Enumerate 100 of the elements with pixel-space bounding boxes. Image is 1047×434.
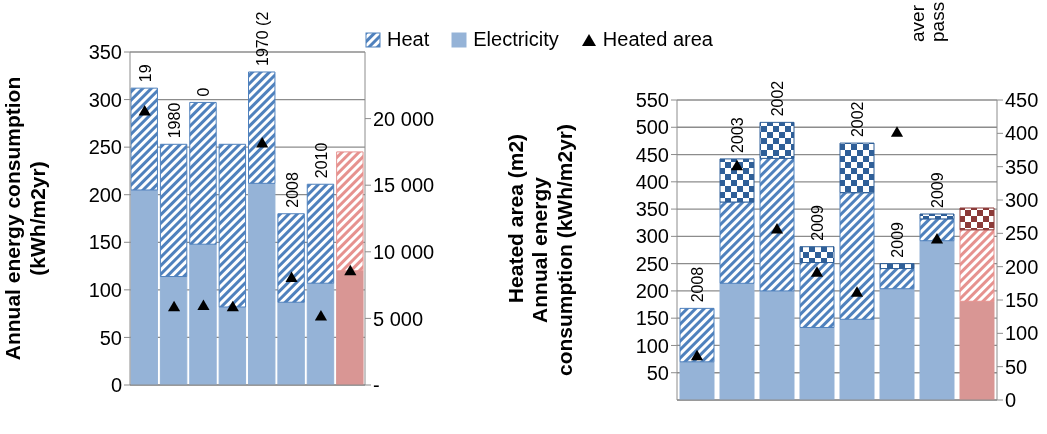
point <box>690 349 704 361</box>
y-tick-label: 350 <box>635 198 669 221</box>
x-tick-label: 2003 <box>729 117 746 153</box>
bar <box>759 157 795 292</box>
text: pass <box>927 1 949 42</box>
text: aver <box>907 5 929 42</box>
bar <box>839 192 875 320</box>
legend-label: Heated area <box>602 28 713 51</box>
y2-tick-label: 200 <box>1005 255 1039 278</box>
bar <box>959 300 995 400</box>
y2-tick-label: 400 <box>1005 122 1039 145</box>
bar <box>248 71 276 184</box>
y2-tick-label: 5 000 <box>373 307 424 330</box>
y2-tick-label: 250 <box>1005 222 1039 245</box>
y-tick-label: 150 <box>88 231 122 254</box>
y2-tick-label: 20 000 <box>373 107 435 130</box>
y-tick-label: 550 <box>635 89 669 112</box>
y-tick-label: 300 <box>88 88 122 111</box>
y2-tick-label: 50 <box>1005 355 1028 378</box>
point <box>285 271 298 282</box>
y-tick-label: 300 <box>635 225 669 248</box>
bar <box>879 288 915 400</box>
y2-tick-label: - <box>373 374 380 397</box>
y-tick-label: 100 <box>88 278 122 301</box>
bar <box>919 213 955 220</box>
point <box>226 300 239 312</box>
legend-label: Heat <box>387 28 430 51</box>
bar <box>277 213 305 303</box>
y-tick-label: 200 <box>88 183 122 206</box>
x-tick-label: 2008 <box>689 266 706 303</box>
point <box>930 232 944 244</box>
bar <box>919 240 955 400</box>
bar <box>159 143 188 278</box>
bar <box>306 183 335 284</box>
bar <box>879 263 915 270</box>
bar <box>336 270 364 385</box>
y-tick-label: 50 <box>99 326 122 349</box>
point <box>730 159 744 171</box>
y-axis-title: Annual energy consumption (kWh/m2yr) <box>1 76 49 361</box>
bar <box>759 121 795 159</box>
y2-tick-label: 150 <box>1005 289 1039 312</box>
bar <box>839 318 875 400</box>
bar <box>719 282 755 400</box>
y2-tick-label: 15 000 <box>373 174 435 197</box>
bar <box>959 229 995 302</box>
bar <box>130 189 158 385</box>
point <box>890 126 904 137</box>
bar <box>719 201 755 284</box>
x-tick-label: 2009 <box>809 205 826 241</box>
x-tick-label: 2002 <box>849 101 866 138</box>
x-tick-label: 1980 <box>166 102 184 139</box>
y2-tick-label: 100 <box>1005 322 1039 345</box>
y2-tick-label: 10 000 <box>373 240 435 263</box>
y2-tick-label: 450 <box>1005 89 1039 112</box>
point <box>850 286 864 297</box>
bar <box>799 246 835 264</box>
point <box>167 300 181 312</box>
y-tick-label: 0 <box>110 374 122 397</box>
y-tick-label: 150 <box>635 307 669 330</box>
y-tick-label: 500 <box>635 116 669 139</box>
bar <box>759 290 795 400</box>
bar <box>799 326 835 400</box>
point <box>344 264 357 276</box>
bar <box>839 142 875 194</box>
x-tick-label: 2002 <box>769 80 786 117</box>
y2-axis-title: Heated area (m2) <box>504 133 527 304</box>
point <box>197 299 210 310</box>
point <box>256 136 269 148</box>
x-tick-label: 1970 (2 <box>254 11 272 66</box>
y-tick-label: 450 <box>635 143 669 166</box>
bar <box>336 151 364 272</box>
x-tick-label: 2009 <box>929 172 946 208</box>
x-tick-label: 19 <box>136 64 154 83</box>
point <box>314 310 328 321</box>
y2-tick-label: 0 <box>1005 389 1017 412</box>
bar <box>719 158 755 203</box>
y-axis-title: Annual energy consumption (kWh/m2yr) <box>528 123 576 377</box>
y2-tick-label: 300 <box>1005 189 1039 212</box>
y-tick-label: 250 <box>635 252 669 275</box>
y-tick-label: 250 <box>88 136 122 159</box>
bar <box>879 268 915 290</box>
bar <box>799 262 835 328</box>
bar <box>159 276 188 385</box>
point <box>770 222 784 234</box>
bar <box>959 207 995 231</box>
y-tick-label: 50 <box>646 361 669 384</box>
y-tick-label: 400 <box>635 170 669 193</box>
x-tick-label: 2010 <box>312 142 330 179</box>
point <box>810 266 824 277</box>
bar <box>306 282 335 385</box>
bar <box>679 361 715 400</box>
bar <box>679 307 715 363</box>
y-tick-label: 100 <box>635 334 669 357</box>
x-tick-label: 2009 <box>889 221 906 258</box>
x-tick-label: 2008 <box>283 172 301 208</box>
point <box>138 104 151 116</box>
y-tick-label: 200 <box>635 280 669 303</box>
bar <box>919 218 955 242</box>
y2-tick-label: 350 <box>1005 155 1039 178</box>
y-tick-label: 350 <box>88 41 122 64</box>
